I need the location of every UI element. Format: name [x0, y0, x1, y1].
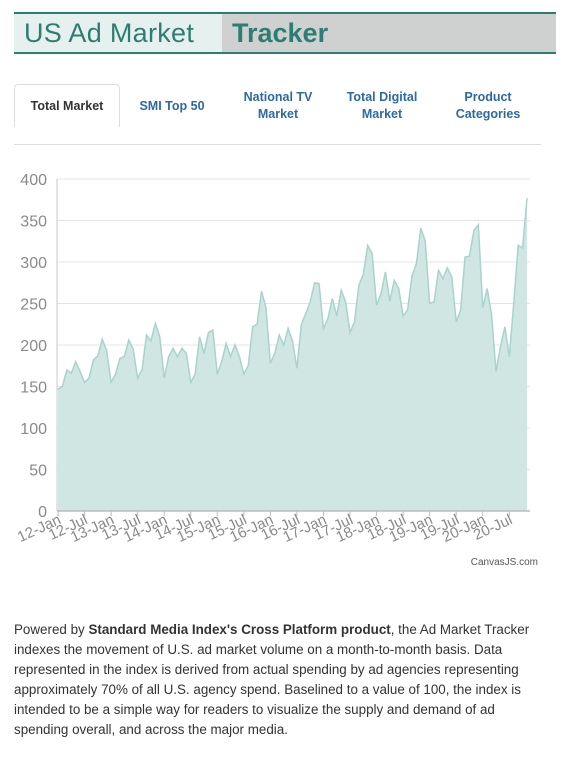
- area-chart: 05010015020025030035040012-Jan12-Jul13-J…: [15, 172, 538, 568]
- y-tick-label: 100: [20, 421, 47, 438]
- y-tick-label: 300: [20, 255, 47, 272]
- y-tick-label: 250: [20, 297, 47, 314]
- y-tick-label: 400: [20, 172, 47, 189]
- description-body: , the Ad Market Tracker indexes the move…: [14, 622, 530, 737]
- y-tick-label: 0: [38, 504, 47, 521]
- series-line: [57, 198, 528, 390]
- description-source: Standard Media Index's Cross Platform pr…: [88, 622, 391, 637]
- y-tick-label: 350: [20, 214, 47, 231]
- y-tick-label: 50: [29, 463, 47, 480]
- chart-container: 0 50 100 150 200 250 300 350 400 12-Jan 12-Jul 13-J…: [0, 160, 567, 580]
- tab-total-market[interactable]: Total Market: [14, 84, 120, 127]
- tab-smi-top-50[interactable]: SMI Top 50: [139, 98, 205, 113]
- tab-national-tv-market[interactable]: National TV Market: [243, 90, 313, 121]
- chart-credit: CanvasJS.com: [471, 557, 538, 568]
- tab-bar: Total Market SMI Top 50 National TV Mark…: [14, 84, 541, 145]
- tab-total-digital-market[interactable]: Total Digital Market: [346, 90, 418, 121]
- tab-product-categories[interactable]: Product Categories: [455, 90, 521, 121]
- description: Powered by Standard Media Index's Cross …: [14, 620, 544, 740]
- description-intro: Powered by: [14, 622, 89, 637]
- y-tick-label: 150: [20, 380, 47, 397]
- header-title-left: US Ad Market: [14, 14, 222, 52]
- header-title-right: Tracker: [222, 14, 556, 52]
- app-header: US Ad Market Tracker: [14, 12, 556, 54]
- y-tick-label: 200: [20, 338, 47, 355]
- series-area: [58, 198, 527, 511]
